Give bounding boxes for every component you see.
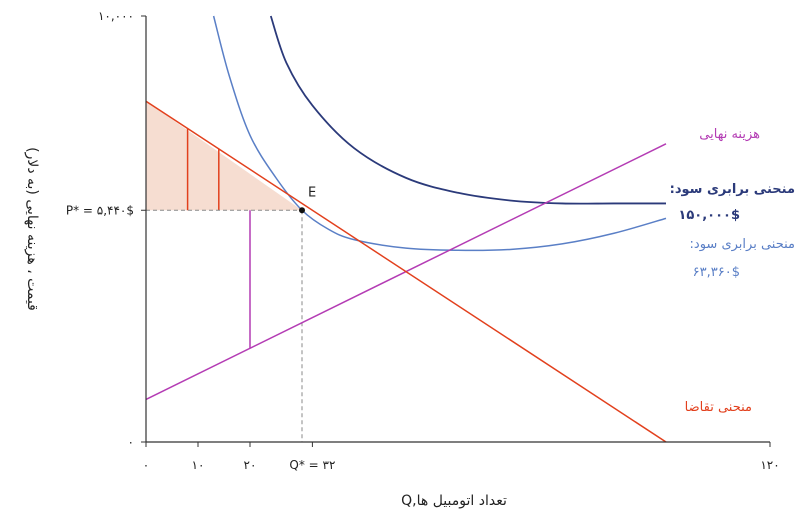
isoprofit-low-label-line1: :منحنی برابری سود [690,237,795,252]
x-tick-label: ۲۰ [244,458,257,472]
isoprofit-high-label-line2: ۱۵۰,۰۰۰$ [678,208,740,223]
x-axis-title: Q,تعداد اتومبیل ها [401,493,507,509]
isoprofit-high-label-line1: :منحنی برابری سود [670,182,795,197]
y-axis-title: قیمت ، هزینه نهایی (به دلار) [24,147,40,311]
equilibrium-label: E [308,185,316,200]
x-tick-label: Q* = ۳۲ [289,458,335,472]
marginal-cost-label: هزینه نهایی [699,127,760,142]
x-tick-label: ۰ [143,458,149,472]
x-tick-label: ۱۲۰ [760,458,779,472]
y-tick-label: P* = ۵,۴۴۰$ [66,203,134,217]
demand-curve [145,100,667,443]
consumer-surplus-bars [186,128,220,211]
y-tick-label: ۱۰,۰۰۰ [98,9,134,23]
isoprofit-low-label-line2: ۶۳,۳۶۰$ [693,265,740,280]
y-tick-label: ۰ [128,435,134,449]
demand-label: منحنی تقاضا [685,400,752,415]
equilibrium-point [299,207,305,214]
x-tick-label: ۱۰ [192,458,205,472]
isoprofit-curve-low [212,15,667,252]
axis-ticks: ۰ ۱۰ ۲۰ Q* = ۳۲ ۱۲۰ ۰ ۱۰,۰۰۰ P* = ۵,۴۴۰$ [66,9,780,472]
isoprofit-curve-high [269,15,666,205]
consumer-surplus-area [146,101,302,211]
